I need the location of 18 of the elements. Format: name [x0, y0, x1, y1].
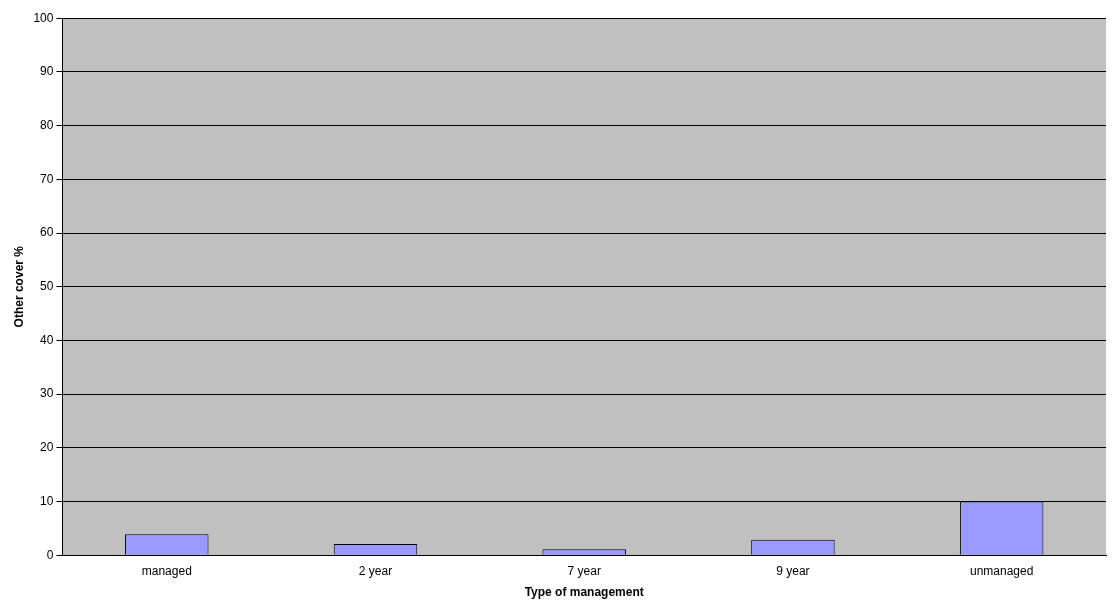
y-tick-label: 30: [40, 386, 54, 401]
y-tick-label: 50: [40, 279, 54, 294]
x-axis-title: Type of management: [524, 585, 644, 600]
y-tick-label: 40: [40, 332, 54, 347]
x-tick-label: 2 year: [358, 563, 393, 578]
y-tick-label: 10: [40, 493, 54, 508]
x-tick-label: managed: [141, 563, 192, 578]
y-tick-label: 0: [46, 547, 54, 562]
y-tick-label: 100: [33, 10, 54, 25]
x-tick-label: 7 year: [567, 563, 601, 578]
y-tick-label: 80: [40, 117, 54, 132]
x-tick-label: unmanaged: [969, 563, 1034, 578]
x-tick-label: 9 year: [776, 563, 810, 578]
y-tick-label: 70: [40, 171, 54, 186]
y-axis-title: Other cover %: [11, 245, 26, 328]
y-tick-label: 60: [40, 225, 54, 240]
y-tick-label: 20: [40, 440, 54, 455]
y-tick-label: 90: [40, 64, 54, 79]
